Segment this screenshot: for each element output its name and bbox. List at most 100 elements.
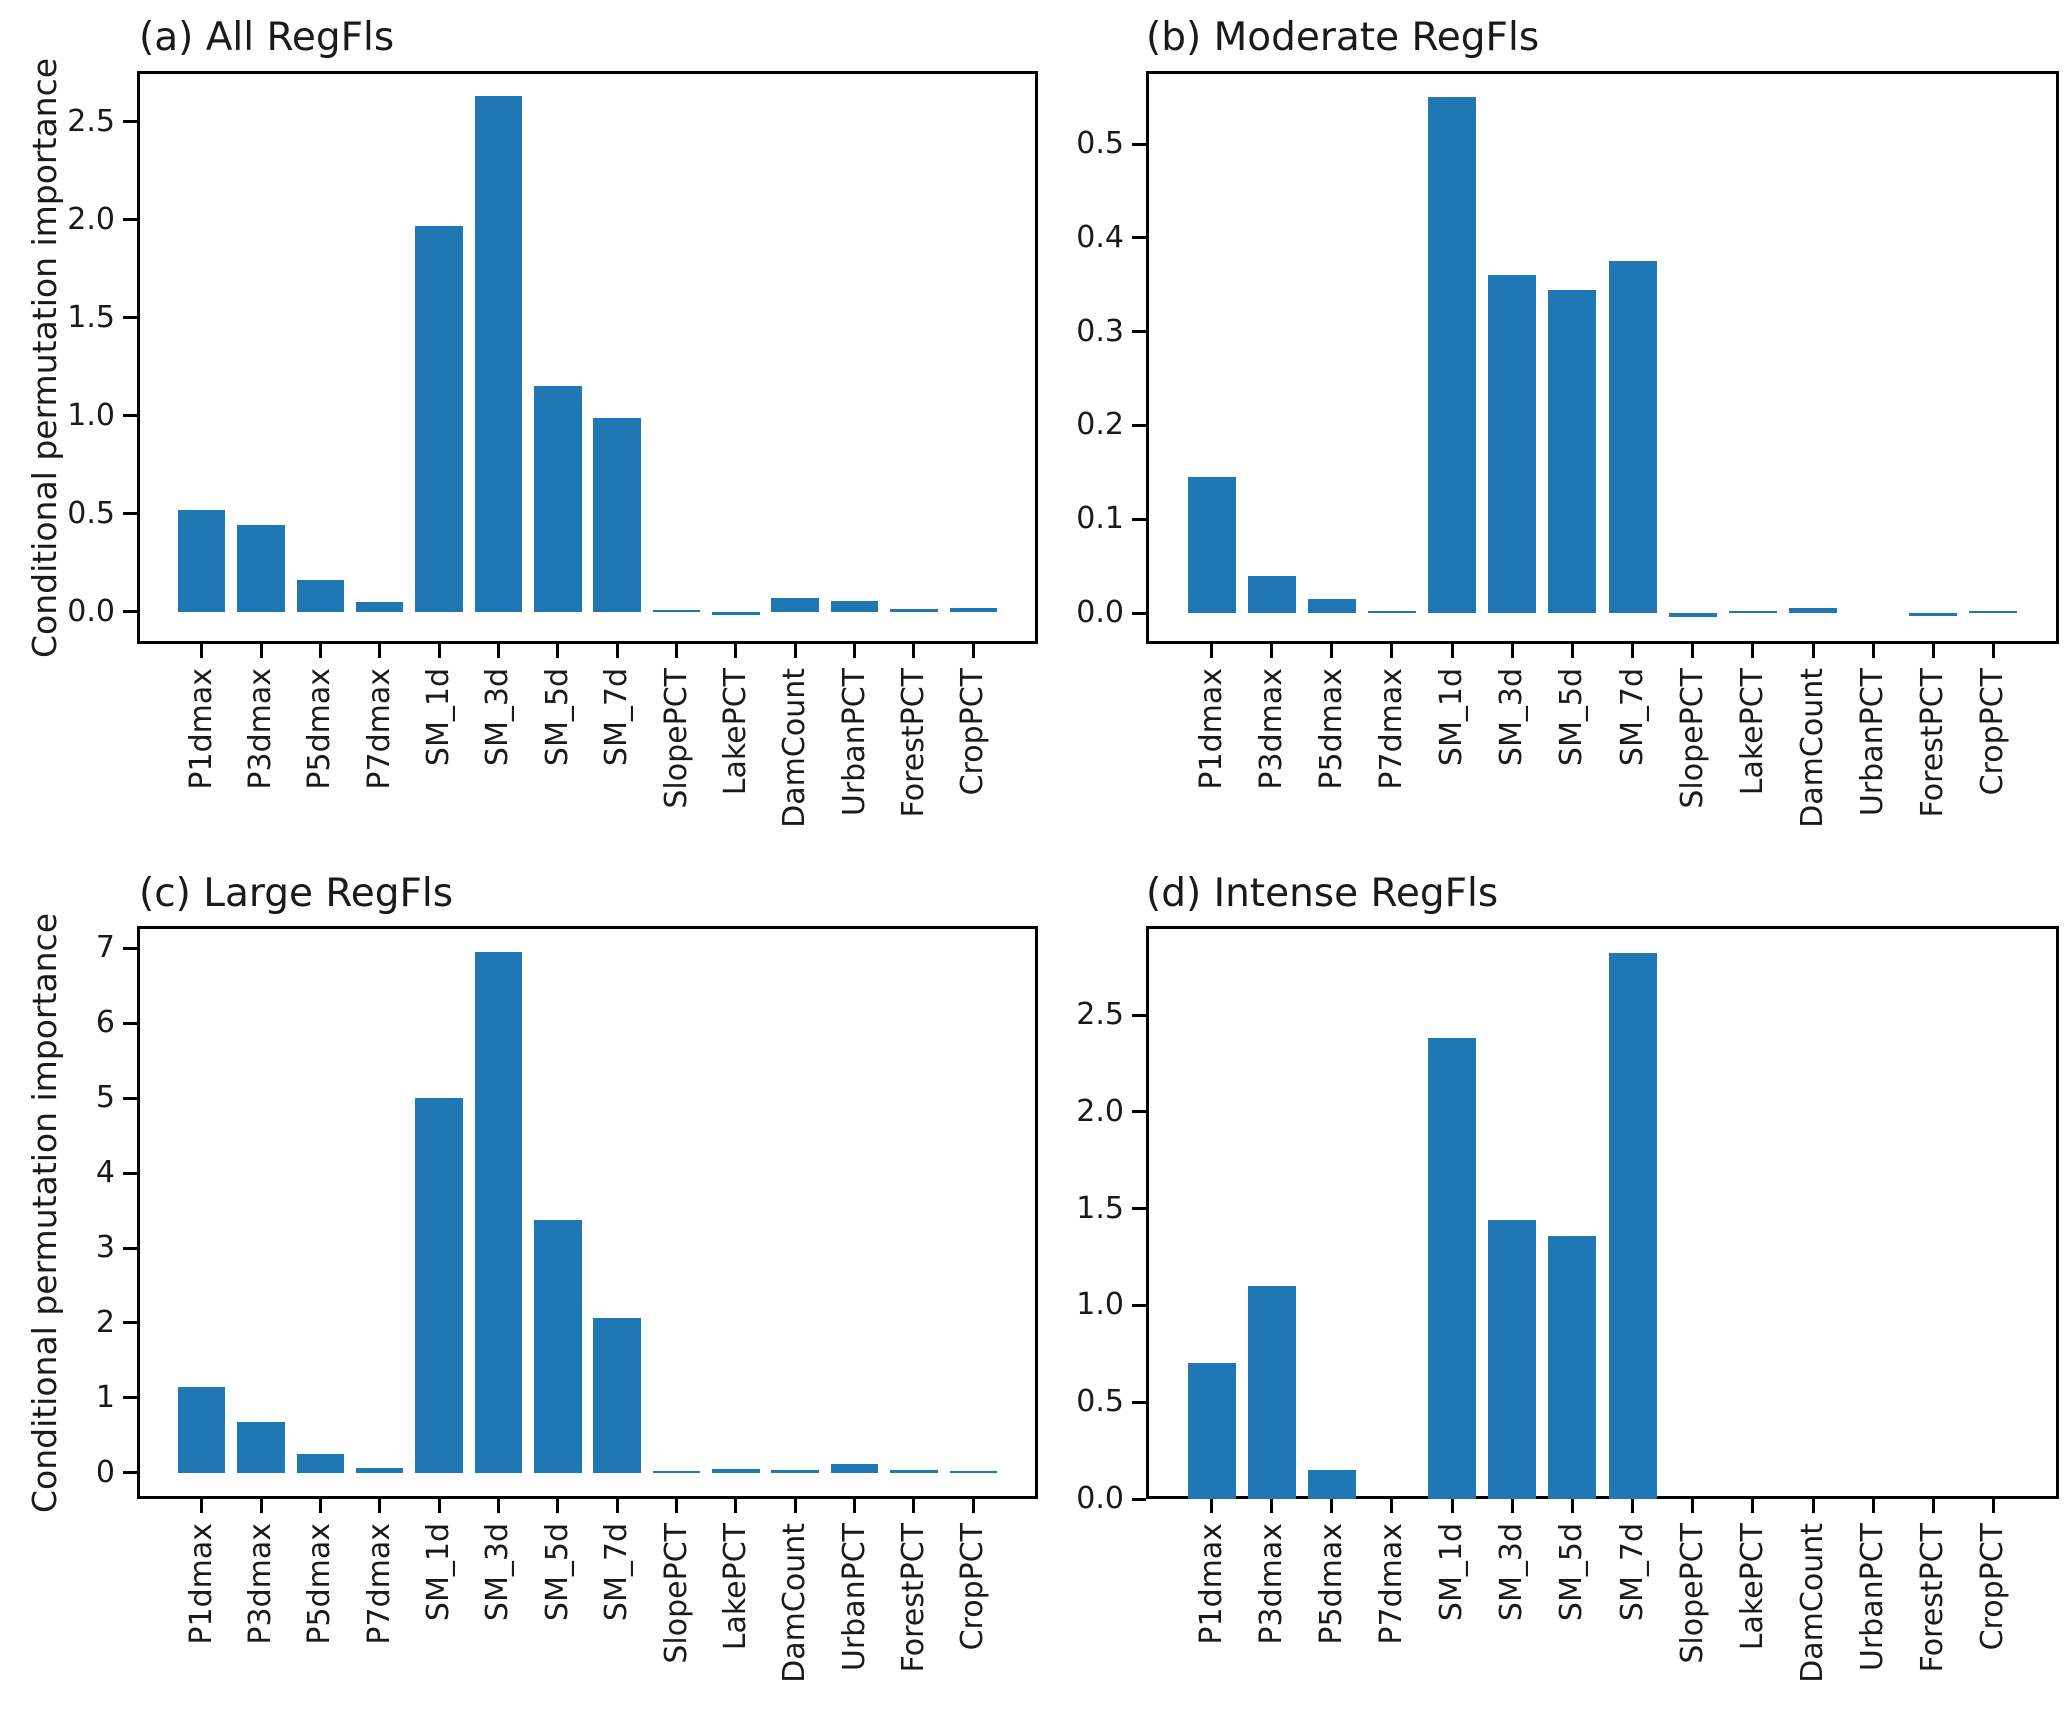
x-tick-a (556, 644, 560, 658)
y-tick-label-b: 0.3 (1076, 313, 1124, 349)
panel-a-title: (a) All RegFls (139, 15, 395, 60)
x-tick-label-b-CropPCT: CropPCT (1975, 668, 2011, 796)
y-tick-label-d: 2.0 (1076, 1093, 1124, 1129)
x-tick-label-c-SlopePCT: SlopePCT (658, 1523, 694, 1664)
y-tick-c (123, 1021, 137, 1025)
x-tick-label-c-UrbanPCT: UrbanPCT (836, 1523, 872, 1672)
bar-d-SM_7d (1608, 953, 1657, 1499)
y-tick-c (123, 1396, 137, 1400)
x-tick-c (912, 1499, 916, 1513)
x-tick-d (1631, 1499, 1635, 1513)
x-tick-label-d-SM_1d: SM_1d (1434, 1523, 1470, 1622)
x-tick-label-b-P7dmax: P7dmax (1373, 668, 1409, 790)
x-tick-label-a-LakePCT: LakePCT (717, 668, 753, 796)
x-tick-d (1570, 1499, 1574, 1513)
bar-a-SlopePCT (652, 609, 701, 612)
x-tick-label-d-SM_7d: SM_7d (1614, 1523, 1650, 1622)
x-tick-b (1270, 644, 1274, 658)
x-tick-label-a-P5dmax: P5dmax (302, 668, 338, 790)
y-tick-label-a: 0.5 (67, 495, 115, 531)
bar-c-P1dmax (177, 1386, 226, 1473)
bar-b-P5dmax (1307, 598, 1356, 614)
x-tick-d (1811, 1499, 1815, 1513)
y-tick-b (1132, 611, 1146, 615)
x-tick-c (853, 1499, 857, 1513)
y-tick-a (123, 120, 137, 124)
y-tick-label-d: 1.5 (1076, 1190, 1124, 1226)
bar-c-CropPCT (949, 1470, 998, 1473)
x-tick-label-a-P7dmax: P7dmax (361, 668, 397, 790)
bar-c-DamCount (771, 1470, 819, 1473)
y-tick-d (1132, 1400, 1146, 1404)
x-tick-d (1330, 1499, 1334, 1513)
bar-a-LakePCT (712, 611, 760, 615)
x-tick-a (615, 644, 619, 658)
x-tick-label-b-SM_7d: SM_7d (1614, 668, 1650, 767)
panel-c-ylabel: Conditional permutation importance (25, 912, 64, 1514)
x-tick-b (1631, 644, 1635, 658)
bar-c-SM_1d (415, 1098, 463, 1473)
bar-a-P3dmax (237, 525, 285, 612)
x-tick-c (971, 1499, 975, 1513)
x-tick-label-b-SM_3d: SM_3d (1494, 668, 1530, 767)
x-tick-label-c-CropPCT: CropPCT (955, 1523, 991, 1651)
x-tick-label-c-SM_7d: SM_7d (599, 1523, 635, 1622)
y-tick-label-c: 3 (95, 1230, 115, 1266)
x-tick-d (1751, 1499, 1755, 1513)
plot-area-a (137, 71, 1038, 644)
x-tick-label-a-UrbanPCT: UrbanPCT (836, 668, 872, 817)
x-tick-b (1450, 644, 1454, 658)
y-tick-label-a: 2.5 (67, 103, 115, 139)
y-tick-d (1132, 1303, 1146, 1307)
x-tick-b (1991, 644, 1995, 658)
x-tick-d (1691, 1499, 1695, 1513)
x-tick-label-a-CropPCT: CropPCT (955, 668, 991, 796)
x-tick-label-c-ForestPCT: ForestPCT (895, 1523, 931, 1673)
x-tick-label-c-DamCount: DamCount (777, 1523, 813, 1683)
x-tick-b (1931, 644, 1935, 658)
bar-a-P5dmax (296, 580, 345, 612)
y-tick-label-d: 0.5 (1076, 1384, 1124, 1420)
x-tick-label-d-ForestPCT: ForestPCT (1915, 1523, 1951, 1673)
y-tick-b (1132, 330, 1146, 334)
y-tick-label-a: 1.5 (67, 299, 115, 335)
x-tick-a (912, 644, 916, 658)
bar-a-ForestPCT (890, 609, 938, 612)
bar-c-LakePCT (712, 1469, 760, 1473)
y-tick-b (1132, 423, 1146, 427)
x-tick-label-b-ForestPCT: ForestPCT (1915, 668, 1951, 818)
x-tick-b (1691, 644, 1695, 658)
plot-area-c (137, 926, 1038, 1499)
x-tick-label-a-SM_5d: SM_5d (539, 668, 575, 767)
x-tick-label-a-SM_3d: SM_3d (480, 668, 516, 767)
x-tick-label-c-SM_3d: SM_3d (480, 1523, 516, 1622)
bar-b-P7dmax (1367, 611, 1417, 614)
panel-d-title: (d) Intense RegFls (1146, 871, 1499, 916)
bar-b-DamCount (1788, 608, 1838, 614)
bar-d-SM_3d (1488, 1220, 1537, 1499)
bar-b-P3dmax (1247, 575, 1296, 614)
x-tick-label-d-UrbanPCT: UrbanPCT (1855, 1523, 1891, 1672)
x-tick-label-d-SM_3d: SM_3d (1494, 1523, 1530, 1622)
y-tick-a (123, 316, 137, 320)
y-tick-label-b: 0.5 (1076, 126, 1124, 162)
x-tick-a (496, 644, 500, 658)
bar-c-P5dmax (296, 1454, 345, 1473)
panel-a-ylabel: Conditional permutation importance (25, 57, 64, 659)
x-tick-label-a-DamCount: DamCount (777, 668, 813, 828)
x-tick-label-d-P7dmax: P7dmax (1373, 1523, 1409, 1645)
bar-b-LakePCT (1728, 611, 1777, 614)
x-tick-a (318, 644, 322, 658)
bar-b-P1dmax (1187, 477, 1236, 614)
y-tick-label-c: 2 (95, 1304, 115, 1340)
x-tick-label-a-SlopePCT: SlopePCT (658, 668, 694, 809)
y-tick-b (1132, 517, 1146, 521)
x-tick-d (1390, 1499, 1394, 1513)
bar-c-SM_5d (534, 1219, 582, 1473)
y-tick-label-c: 5 (95, 1080, 115, 1116)
y-tick-label-b: 0.2 (1076, 407, 1124, 443)
x-tick-d (1931, 1499, 1935, 1513)
x-tick-d (1210, 1499, 1214, 1513)
x-tick-d (1450, 1499, 1454, 1513)
